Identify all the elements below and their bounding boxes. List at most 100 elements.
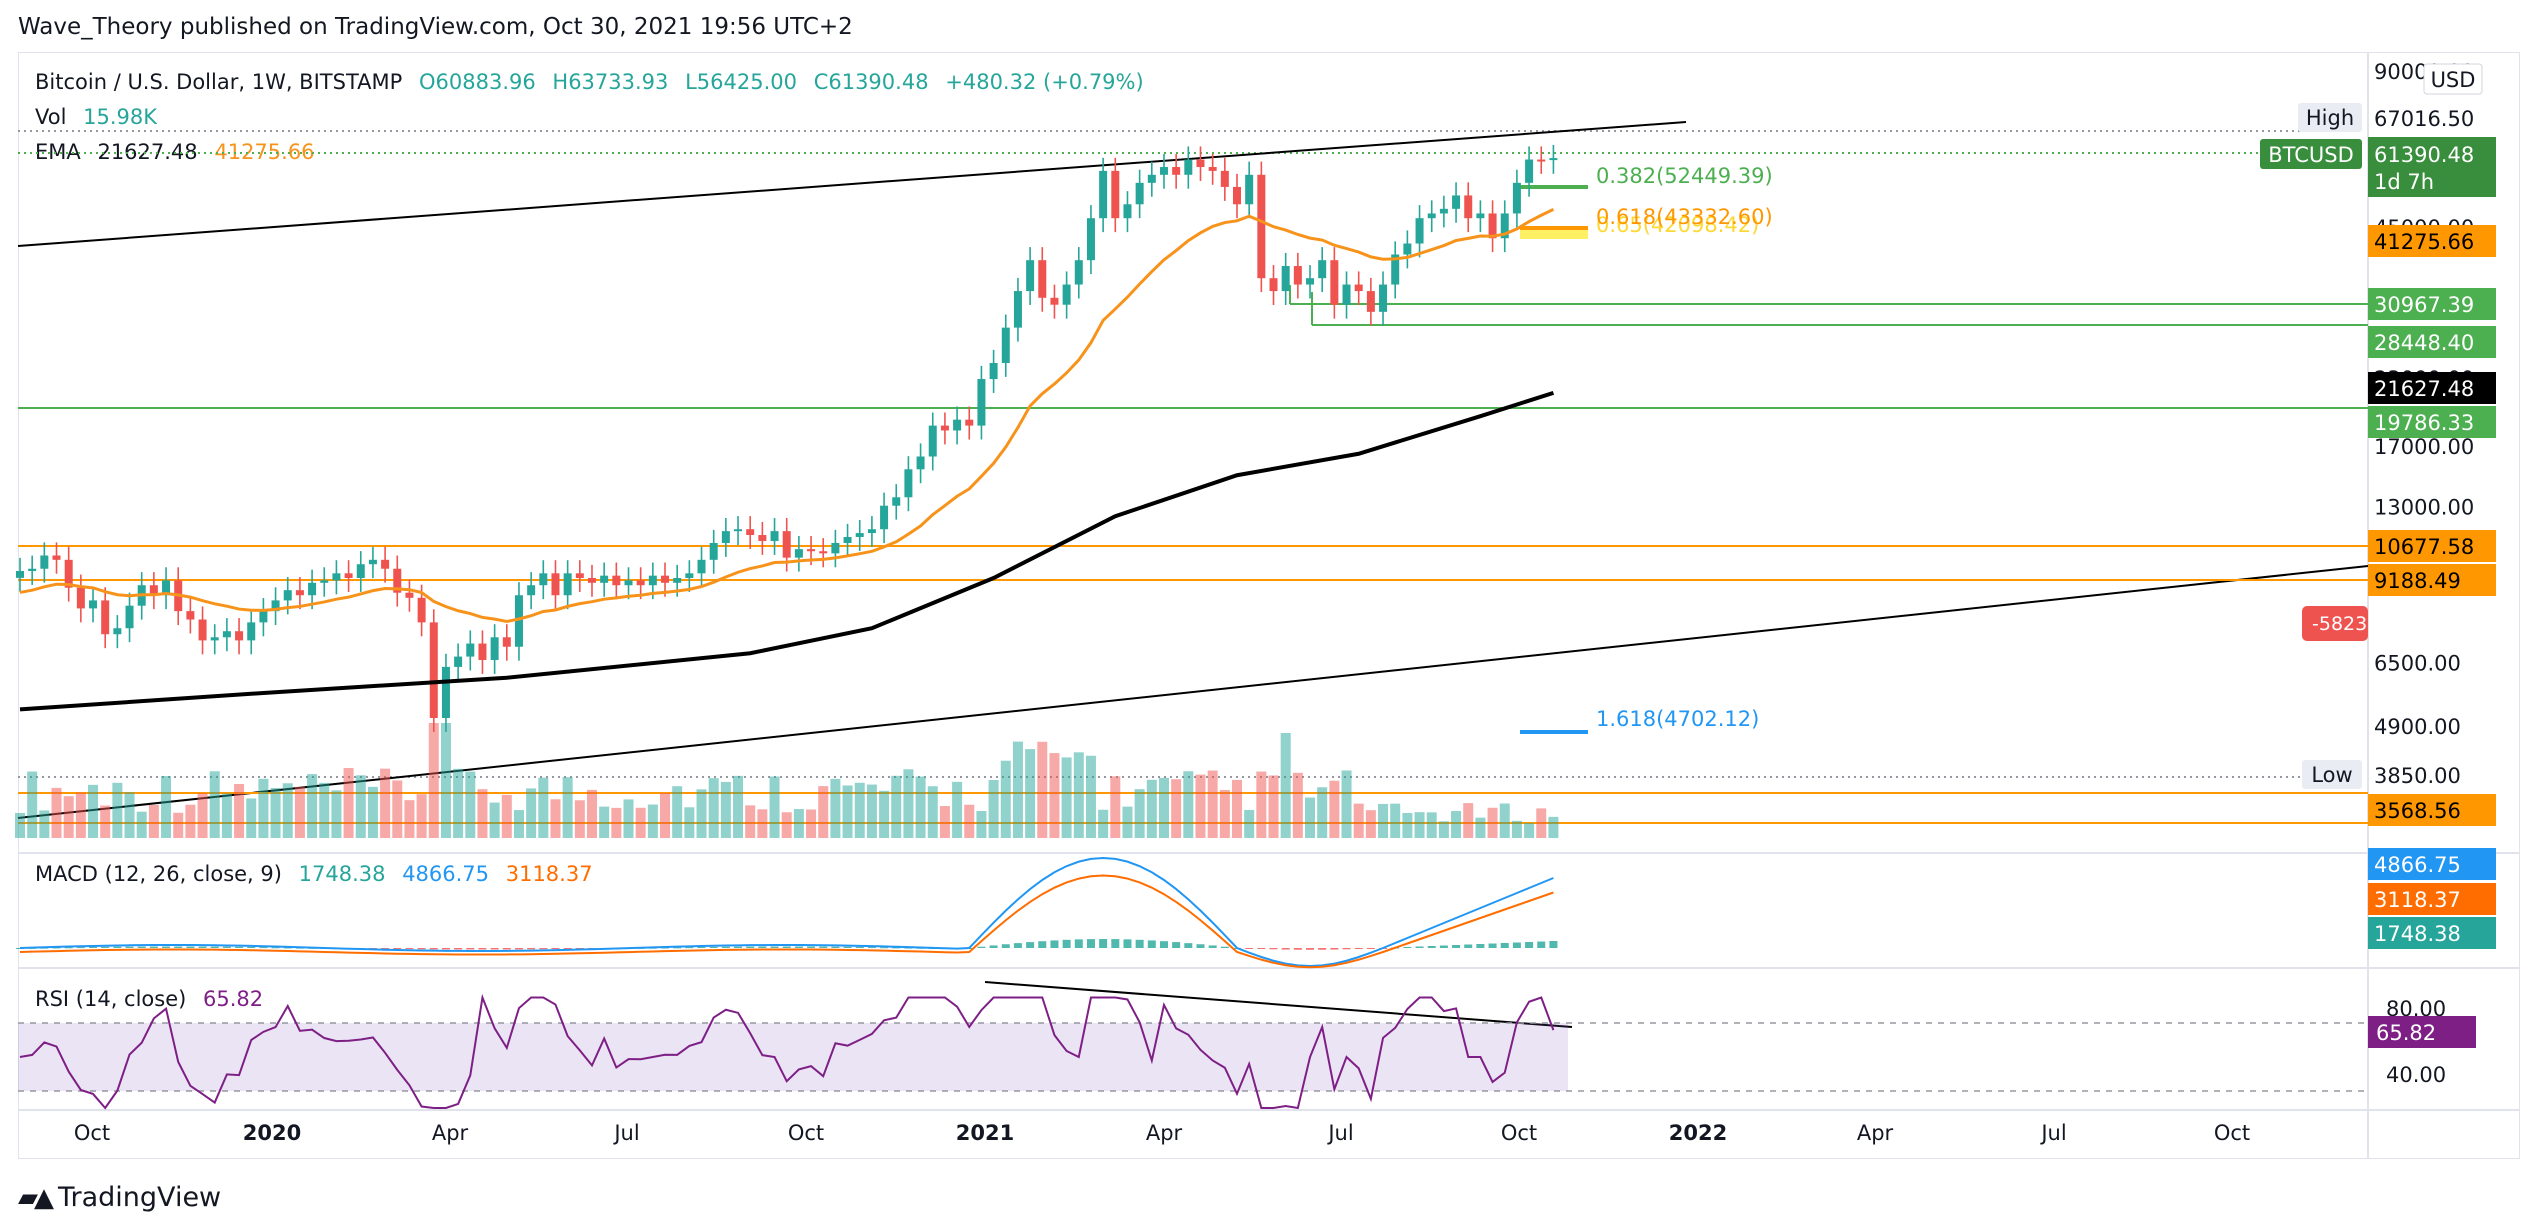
volume-bar [1353,803,1364,838]
macd-hist-bar [807,946,816,948]
macd-hist-bar [661,947,670,949]
volume-bar [635,807,646,838]
volume-bar [39,810,50,838]
tradingview-logo[interactable]: ▰▲ TradingView [18,1182,221,1213]
candle-body [1208,167,1217,171]
volume-bar [526,788,537,838]
macd-hist-bar [186,946,195,948]
volume-bar [1548,816,1559,838]
macd-hist-bar [454,948,463,950]
volume-bar [647,804,658,838]
macd-tag-value: 1748.38 [2374,922,2461,946]
candle-body [1391,254,1400,285]
fib-1618-label: 1.618(4702.12) [1596,707,1759,731]
macd-hist-bar [721,946,730,948]
candle-body [1488,213,1497,239]
macd-hist-bar [1342,948,1351,950]
rsi-label[interactable]: RSI (14, close) [35,987,187,1011]
candle-body [1074,260,1083,285]
volume-bar [964,804,975,838]
candle-body [429,622,438,718]
macd-hist-bar [490,948,499,950]
high-value: 67016.50 [2374,107,2474,131]
currency-button[interactable] [2423,63,2483,95]
candle-body [600,575,609,583]
macd-hist-bar [673,947,682,949]
symbol-tag [2260,139,2362,169]
candle-body [965,419,974,426]
volume-bar [246,798,257,838]
volume-bar [757,809,768,838]
volume-bar [684,807,695,838]
macd-hist-bar [405,948,414,950]
candle-body [1001,327,1010,363]
price-tag-value: 3568.56 [2374,799,2461,823]
candle-body [661,575,670,583]
macd-hist-bar [1366,948,1375,949]
volume-bar [112,782,123,838]
candle-body [940,425,949,431]
candle-body [271,600,280,612]
candle-body [235,631,244,641]
alert-tag[interactable] [2302,606,2368,641]
candle-body [1147,174,1156,183]
candle-body [368,559,377,565]
candle-body [149,585,158,596]
macd-hist-bar [794,946,803,948]
macd-hist-bar [527,948,536,950]
time-axis-tick: Oct [2214,1121,2250,1145]
candle-body [1476,213,1485,219]
macd-legend: MACD (12, 26, close, 9) 1748.38 4866.75 … [35,862,603,886]
macd-hist-bar [1537,941,1546,948]
price-tag-box [2368,288,2496,320]
macd-hist-bar [1525,942,1534,948]
time-axis-tick: Oct [74,1121,110,1145]
volume-bar [538,777,549,838]
rsi-divergence-line[interactable] [984,981,1573,1028]
volume-bar [136,811,147,838]
macd-hist-bar [16,948,24,949]
candle-body [1099,170,1108,219]
macd-hist-bar [259,947,268,949]
macd-hist-bar [880,947,889,949]
upper-trendline[interactable] [17,121,1687,247]
volume-bar [209,771,220,838]
volume-bar [221,793,232,838]
candle-body [721,531,730,543]
time-axis-tick: Oct [788,1121,824,1145]
volume-bar [331,790,342,838]
volume-bar [1110,776,1121,838]
candle-body [734,529,743,532]
candle-body [989,362,998,380]
volume-bar [733,775,744,838]
macd-hist-bar [76,947,85,949]
candle-body [819,551,828,554]
price-tag-value: 30967.39 [2374,293,2474,317]
symbol-title[interactable]: Bitcoin / U.S. Dollar, 1W, BITSTAMP [35,70,403,94]
lower-trendline[interactable] [17,565,2369,819]
volume-bar [1025,749,1036,838]
volume-bar [1037,741,1048,838]
macd-hist-bar [198,946,207,948]
time-axis-tick: Apr [432,1121,469,1145]
macd-hist-bar [162,946,171,948]
macd-hist-bar [1074,939,1083,948]
volume-bar [15,813,25,838]
macd-hist-bar [514,948,523,950]
volume-bar [1134,789,1145,838]
candle-body [1452,195,1461,209]
volume-bar [574,800,585,838]
macd-label[interactable]: MACD (12, 26, close, 9) [35,862,282,886]
macd-hist-bar [575,948,584,949]
volume-bar [806,809,817,838]
candle-body [259,611,268,623]
volume-label[interactable]: Vol [35,105,67,129]
volume-bar [1414,812,1425,838]
volume-bar [1329,780,1340,838]
alert-tag-value: -5823 [2312,613,2367,635]
candle-body [320,580,329,583]
candle-body [794,549,803,558]
macd-hist-bar [1184,943,1193,948]
macd-hist-bar [89,946,98,948]
